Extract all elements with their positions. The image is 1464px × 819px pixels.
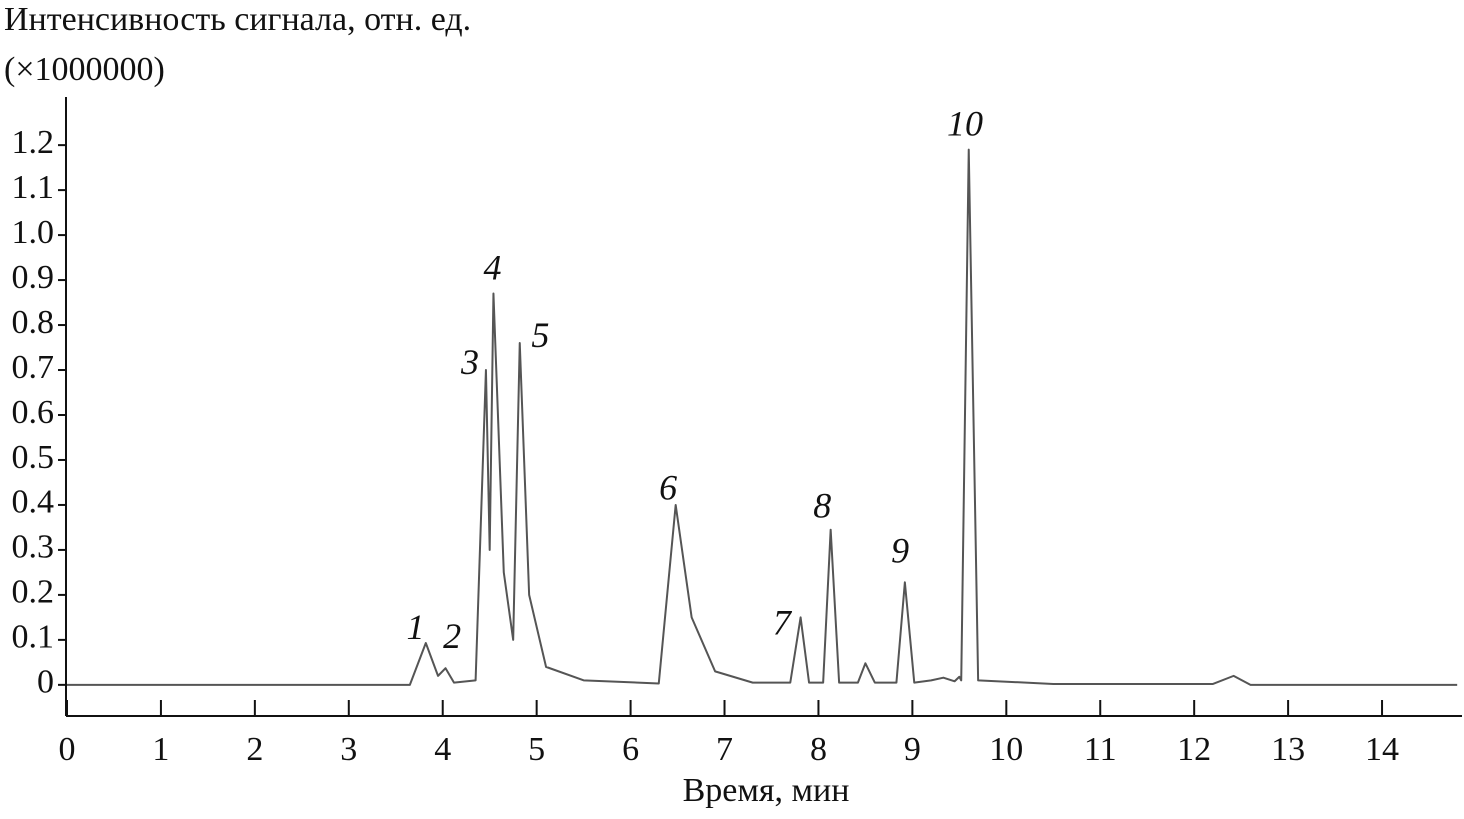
y-tick-label: 0.4 [12, 484, 55, 521]
y-tick-label: 0.3 [12, 529, 55, 566]
x-tick-label: 0 [59, 731, 76, 768]
x-tick-label: 8 [810, 731, 827, 768]
x-tick-label: 10 [989, 731, 1023, 768]
chromatogram-line [67, 148, 1458, 686]
peak-label: 7 [773, 603, 793, 643]
peak-label: 6 [659, 468, 677, 508]
x-tick-label: 9 [904, 731, 921, 768]
peak-label: 8 [813, 486, 831, 526]
y-axis-label: (×1000000) [4, 51, 165, 88]
peak-label: 10 [947, 103, 983, 143]
x-tick-label: 14 [1365, 731, 1399, 768]
y-tick-label: 0.9 [12, 259, 55, 296]
x-tick-label: 12 [1177, 731, 1211, 768]
y-tick-label: 0.6 [12, 394, 55, 431]
peak-label: 1 [406, 607, 424, 647]
x-tick-label: 3 [340, 731, 357, 768]
y-tick-label: 0.1 [12, 619, 55, 656]
peak-label: 4 [484, 247, 502, 287]
peak-label: 3 [460, 342, 479, 382]
peak-label: 5 [531, 315, 549, 355]
x-tick-label: 2 [246, 731, 263, 768]
y-tick-label: 0.8 [12, 304, 55, 341]
x-tick-label: 5 [528, 731, 545, 768]
y-tick-label: 1.0 [12, 214, 55, 251]
x-tick-label: 1 [152, 731, 169, 768]
y-axis-label: Интенсивность сигнала, отн. ед. [4, 1, 471, 38]
peak-label: 9 [891, 531, 909, 571]
y-tick-label: 1.1 [12, 169, 55, 206]
x-tick-label: 4 [434, 731, 451, 768]
y-tick-label: 0.2 [12, 574, 55, 611]
y-tick-label: 1.2 [12, 124, 55, 161]
x-tick-label: 13 [1271, 731, 1305, 768]
y-tick-label: 0 [37, 664, 54, 701]
y-tick-label: 0.7 [12, 349, 55, 386]
x-tick-label: 7 [716, 731, 733, 768]
peak-label: 2 [443, 616, 461, 656]
x-axis-label: Время, мин [683, 772, 850, 809]
y-tick-label: 0.5 [12, 439, 55, 476]
x-tick-label: 6 [622, 731, 639, 768]
x-tick-label: 11 [1084, 731, 1117, 768]
